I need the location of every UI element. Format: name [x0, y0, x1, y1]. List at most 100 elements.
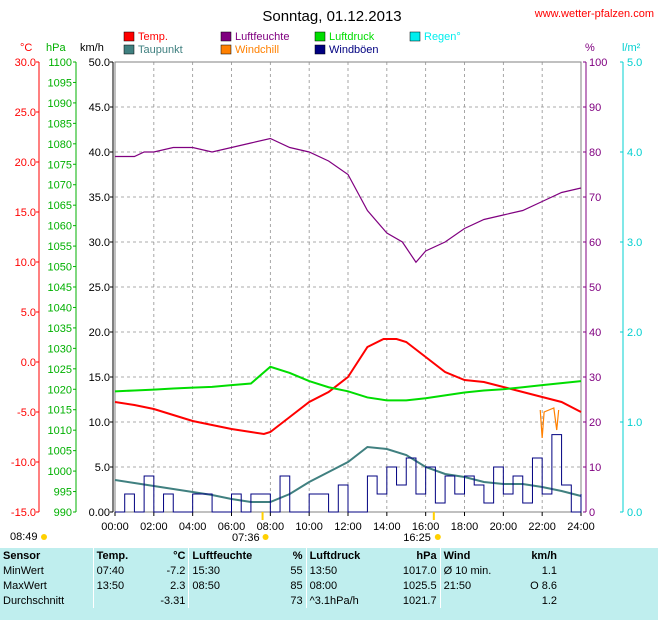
pressure-axis-tick-label: 1025 — [48, 364, 72, 376]
wind-axis-tick-label: 10.0 — [89, 417, 110, 429]
summary-table: Sensor Temp. °C Luftfeuchte% Luftdruck hPa Win… — [0, 548, 560, 608]
wind-axis-tick-label: 45.0 — [89, 102, 110, 114]
summary-row: MinWert 07:40 -7.2 15:30 55 13:50 1017.0 Ø 10 m… — [0, 563, 560, 578]
rain-axis-tick-label: 3.0 — [627, 237, 642, 249]
wind-axis-tick-label: 0.00 — [89, 507, 110, 519]
summary-cell: 1025.5 — [402, 579, 437, 592]
series-line-luftdruck — [114, 365, 582, 402]
chart-title: Sonntag, 01.12.2013 — [262, 8, 401, 25]
summary-row: Sensor Temp. °C Luftfeuchte% Luftdruck hPa Win… — [0, 548, 560, 563]
temp-axis-tick-label: 25.0 — [15, 107, 36, 119]
unit-pressure: hPa — [46, 42, 66, 54]
x-axis: 00:00 02:00 04:00 06:00 08:00 10:00 12:00 14:00… — [101, 512, 595, 533]
summary-cell: Ø 10 min. — [439, 563, 515, 578]
unit-temp: °C — [20, 42, 32, 54]
x-tick-label: 14:00 — [373, 521, 401, 533]
x-tick-label: 02:00 — [140, 521, 168, 533]
humidity-axis-tick-label: 100 — [589, 57, 607, 69]
pressure-axis-tick-label: 1100 — [48, 57, 72, 69]
rain-axis-tick-label: 4.0 — [627, 147, 642, 159]
pressure-axis-tick-label: 1070 — [48, 180, 72, 192]
x-tick-label: 08:00 — [257, 521, 285, 533]
summary-cell: 13:50 — [305, 563, 385, 578]
rain-axis-tick-label: 0.0 — [627, 507, 642, 519]
humidity-axis-tick-label: 20 — [589, 417, 601, 429]
humidity-axis-tick-label: 60 — [589, 237, 601, 249]
summary-cell: 21:50 — [439, 578, 515, 593]
x-tick-label: 20:00 — [490, 521, 518, 533]
pressure-axis-tick-label: 1020 — [48, 384, 72, 396]
x-tick-label: 06:00 — [218, 521, 246, 533]
legend: Temp. Luftfeuchte Luftdruck Regen° Taupunkt W… — [123, 31, 461, 56]
humidity-axis-tick-label: 30 — [589, 372, 601, 384]
summary-cell: km/h — [531, 549, 557, 562]
legend-swatch — [314, 44, 326, 55]
grid — [115, 62, 581, 512]
summary-cell — [439, 593, 515, 608]
summary-cell: Durchschnitt — [3, 594, 65, 607]
humidity-axis-tick-label: 50 — [589, 282, 601, 294]
summary-cell: O 8.6 — [530, 579, 557, 592]
humidity-axis-tick-label: 70 — [589, 192, 601, 204]
wind-axis-tick-label: 25.0 — [89, 282, 110, 294]
site-link[interactable]: www.wetter-pfalzen.com — [534, 8, 654, 20]
pressure-axis-tick-label: 1075 — [48, 159, 72, 171]
summary-cell: 2.3 — [170, 579, 186, 592]
legend-label: Temp. — [138, 31, 168, 43]
summary-cell: °C — [173, 549, 186, 562]
series-line-temp — [114, 338, 582, 436]
pressure-axis-tick-label: 1050 — [48, 262, 72, 274]
summary-cell — [188, 593, 281, 608]
summary-cell: 55 — [290, 564, 303, 577]
pressure-axis-tick-label: 1010 — [48, 425, 72, 437]
pressure-axis-tick-label: 1065 — [48, 200, 72, 212]
summary-panel: Sensor Temp. °C Luftfeuchte% Luftdruck hPa Win… — [0, 548, 658, 620]
humidity-axis-tick-label: 40 — [589, 327, 601, 339]
x-tick-label: 12:00 — [334, 521, 362, 533]
summary-cell: % — [292, 549, 303, 562]
summary-cell: 13:50 — [92, 578, 146, 593]
sunrise-label: 07:36 — [232, 532, 260, 544]
wind-axis-tick-label: 35.0 — [89, 192, 110, 204]
legend-swatch — [220, 44, 232, 55]
x-tick-label: 24:00 — [567, 521, 595, 533]
summary-cell: 15:30 — [188, 563, 281, 578]
summary-cell: Temp. — [92, 548, 146, 563]
legend-label: Luftfeuchte — [235, 31, 289, 43]
legend-label: Regen° — [424, 31, 461, 43]
temp-axis-tick-label: -10.0 — [11, 457, 36, 469]
summary-cell: 1021.7 — [402, 594, 437, 607]
axis-units: °C hPa km/h% l/m² — [20, 42, 641, 54]
summary-row: Durchschnitt -3.31 73 ^3.1hPa/h 1021.7 1.2 — [0, 593, 560, 608]
pressure-axis-tick-label: 995 — [54, 487, 72, 499]
summary-cell: Luftfeuchte — [188, 548, 281, 563]
summary-cell: 07:40 — [92, 563, 146, 578]
summary-cell: MinWert — [3, 564, 44, 577]
pressure-axis-tick-label: 1060 — [48, 221, 72, 233]
pressure-axis-tick-label: 1085 — [48, 118, 72, 130]
legend-label: Luftdruck — [329, 31, 375, 43]
x-tick-label: 10:00 — [295, 521, 323, 533]
temp-axis-tick-label: 0.0 — [21, 357, 36, 369]
sun-markers: 08:49 07:36 16:25 — [10, 512, 441, 544]
summary-cell: Sensor — [3, 549, 41, 562]
series — [114, 137, 582, 513]
humidity-axis-tick-label: 10 — [589, 462, 601, 474]
unit-rain: l/m² — [622, 42, 641, 54]
legend-swatch — [123, 31, 135, 42]
pressure-axis-tick-label: 1015 — [48, 405, 72, 417]
pressure-axis-tick-label: 1055 — [48, 241, 72, 253]
wind-axis-tick-label: 40.0 — [89, 147, 110, 159]
humidity-axis-tick-label: 0 — [589, 507, 595, 519]
summary-row: MaxWert 13:50 2.3 08:50 85 08:00 1025.5 21:50 O … — [0, 578, 560, 593]
pressure-axis-tick-label: 1030 — [48, 343, 72, 355]
pressure-axis-tick-label: 1035 — [48, 323, 72, 335]
wind-axis-tick-label: 5.0 — [95, 462, 110, 474]
rain-axis-tick-label: 2.0 — [627, 327, 642, 339]
pressure-axis-tick-label: 1095 — [48, 77, 72, 89]
wind-axis-tick-label: 15.0 — [89, 372, 110, 384]
temp-axis-tick-label: 20.0 — [15, 157, 36, 169]
pressure-axis-tick-label: 1045 — [48, 282, 72, 294]
temp-axis-tick-label: -15.0 — [11, 507, 36, 519]
legend-swatch — [409, 31, 421, 42]
